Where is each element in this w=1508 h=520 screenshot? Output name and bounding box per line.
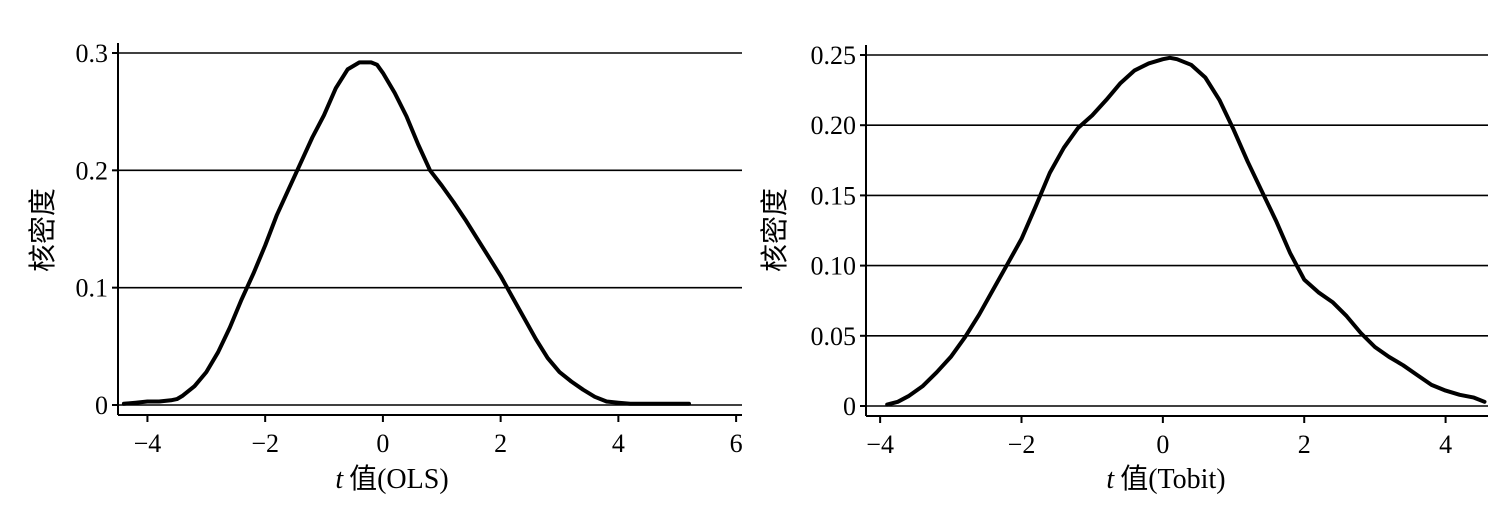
chart-ols-density-line-0: [121, 60, 691, 406]
chart-ols-xlabel-italic: t: [335, 464, 344, 495]
chart-ols-xtick-label-3: 2: [494, 429, 507, 458]
chart-tobit-xtick-label-3: 2: [1298, 430, 1311, 459]
chart-ols-xlabel: t 值(OLS): [335, 463, 448, 495]
chart-ols-xtick-label-4: 4: [612, 429, 625, 458]
chart-tobit-ytick-label-0: 0: [843, 392, 856, 421]
chart-tobit-xtick-label-2: 0: [1156, 430, 1169, 459]
chart-tobit-density-line-0: [885, 55, 1487, 407]
chart-ols-ytick-label-3: 0.3: [76, 39, 109, 68]
chart-tobit-xtick-label-1: −2: [1008, 430, 1036, 459]
chart-ols-xtick-label-1: −2: [251, 429, 279, 458]
chart-ols-ytick-label-2: 0.2: [76, 156, 109, 185]
chart-tobit-ylabel: 核密度: [759, 188, 791, 272]
chart-ols-xtick-label-0: −4: [134, 429, 162, 458]
chart-ols-xtick-label-5: 6: [730, 429, 743, 458]
chart-tobit-ytick-label-1: 0.05: [811, 322, 857, 351]
chart-ols-xlabel-text: 值(OLS): [349, 463, 449, 495]
chart-tobit-xlabel-italic: t: [1106, 464, 1115, 495]
chart-tobit-ytick-label-3: 0.15: [811, 181, 857, 210]
chart-ols-xtick-label-2: 0: [376, 429, 389, 458]
chart-ols: 核密度 t 值(OLS) 0 0.1 0.2 0.3 −4 −2 0 2 4 6: [27, 39, 743, 495]
chart-tobit: 核密度 t 值(Tobit) 0 0.05 0.10 0.15 0.20 0.25 −4 −2 0…: [759, 41, 1488, 495]
chart-tobit-xtick-label-0: −4: [866, 430, 894, 459]
chart-tobit-xlabel-text: 值(Tobit): [1120, 463, 1225, 495]
chart-tobit-ytick-label-2: 0.10: [811, 252, 857, 281]
chart-ols-ytick-label-1: 0.1: [76, 274, 109, 303]
chart-tobit-ytick-label-4: 0.20: [811, 111, 857, 140]
chart-tobit-ytick-label-5: 0.25: [811, 41, 857, 70]
chart-ols-ytick-label-0: 0: [95, 391, 108, 420]
chart-tobit-xtick-label-4: 4: [1439, 430, 1452, 459]
chart-tobit-xlabel: t 值(Tobit): [1106, 463, 1225, 495]
chart-ols-ylabel: 核密度: [27, 188, 59, 272]
